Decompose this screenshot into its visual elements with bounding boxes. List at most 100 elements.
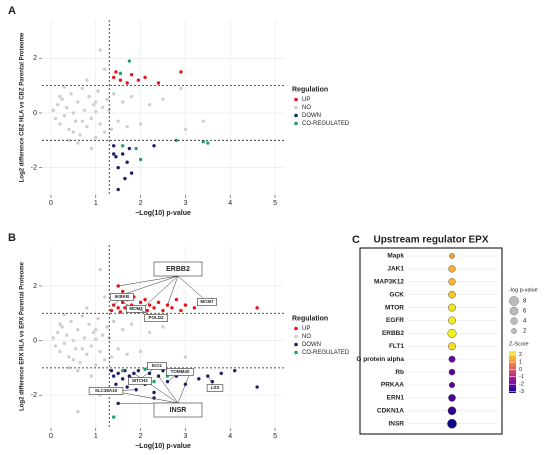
point (134, 388, 138, 392)
annotation-label: MTCH2 (132, 378, 148, 383)
point (112, 92, 116, 96)
point (89, 374, 93, 378)
colorbar-label: 1 (519, 360, 522, 366)
dot (448, 290, 456, 299)
point (58, 122, 62, 126)
point (179, 70, 183, 74)
point (134, 146, 138, 151)
y-tick-label: -2 (31, 392, 37, 399)
annotation-box (153, 402, 203, 418)
point (138, 349, 143, 354)
point (129, 171, 134, 175)
point (105, 325, 109, 329)
point (89, 146, 93, 151)
legend-title: -log p-value (509, 287, 538, 293)
point (138, 157, 143, 162)
annotation-label: MCM7 (200, 299, 214, 304)
point (255, 306, 259, 310)
dot (448, 342, 456, 351)
point (143, 75, 147, 80)
point (98, 48, 102, 52)
annotation-box (147, 362, 168, 370)
legend-label: CO-REGULATED (302, 350, 350, 356)
point (107, 108, 111, 112)
point (100, 333, 105, 337)
annotation-label: ERBB2 (166, 266, 190, 273)
point (120, 100, 125, 104)
point (114, 155, 118, 159)
point (147, 330, 152, 335)
point (174, 297, 179, 302)
point (179, 86, 183, 91)
legend-label: NO (302, 334, 311, 340)
dot (447, 418, 457, 429)
x-tick-label: 0 (49, 433, 53, 440)
point (152, 144, 156, 148)
point (78, 360, 82, 365)
point (112, 374, 116, 378)
x-tick-label: 2 (139, 433, 143, 440)
point (71, 111, 76, 115)
point (80, 86, 85, 91)
point (116, 119, 120, 123)
point (87, 94, 91, 99)
category-label: JAK1 (387, 266, 404, 273)
point (78, 133, 82, 137)
point (62, 312, 67, 317)
point (123, 306, 127, 310)
point (51, 108, 55, 112)
point (96, 89, 100, 93)
annotation-label: INSR (170, 407, 187, 414)
point (120, 368, 125, 373)
point (129, 322, 134, 326)
point (64, 333, 69, 337)
point (87, 322, 91, 326)
colorbar-label: 2 (519, 352, 522, 358)
x-tick-label: 2 (139, 200, 143, 207)
panel-border (359, 247, 503, 435)
annotation-box (153, 261, 203, 277)
point (118, 310, 123, 314)
legend-label: UP (302, 326, 310, 332)
legend-title: Z-Score (509, 341, 529, 347)
x-tick-label: 0 (49, 200, 53, 207)
category-label: ERN1 (387, 395, 405, 402)
legend-size (509, 306, 519, 316)
point (116, 306, 120, 310)
point (112, 152, 116, 156)
point (67, 355, 71, 359)
legend-label: 6 (523, 309, 527, 315)
point (174, 138, 179, 143)
point (58, 94, 62, 99)
point (120, 327, 125, 332)
point (53, 116, 58, 121)
point (100, 105, 105, 110)
annotation-box (126, 305, 147, 313)
annotation-leader (177, 275, 208, 303)
point (73, 347, 78, 351)
category-label: GCK (390, 291, 405, 298)
legend-label: 4 (523, 319, 527, 325)
point (120, 144, 125, 148)
annotation-label: MCM3 (129, 306, 143, 311)
point (69, 319, 73, 324)
point (71, 130, 76, 134)
legend-swatch (294, 105, 298, 110)
point (94, 327, 98, 332)
legend-swatch (294, 97, 298, 102)
annotation-box (197, 298, 218, 306)
point (58, 322, 62, 326)
category-label: MAP3K12 (374, 279, 404, 286)
colorbar-label: -1 (519, 374, 524, 380)
point (94, 363, 98, 367)
point (136, 78, 141, 82)
point (161, 97, 165, 101)
annotation-label: POLD2 (148, 315, 164, 320)
point (60, 97, 64, 101)
legend-swatch (294, 326, 298, 331)
point (255, 385, 259, 389)
point (55, 330, 60, 335)
point (183, 127, 188, 132)
point (152, 396, 156, 400)
x-tick-label: 3 (183, 433, 187, 440)
